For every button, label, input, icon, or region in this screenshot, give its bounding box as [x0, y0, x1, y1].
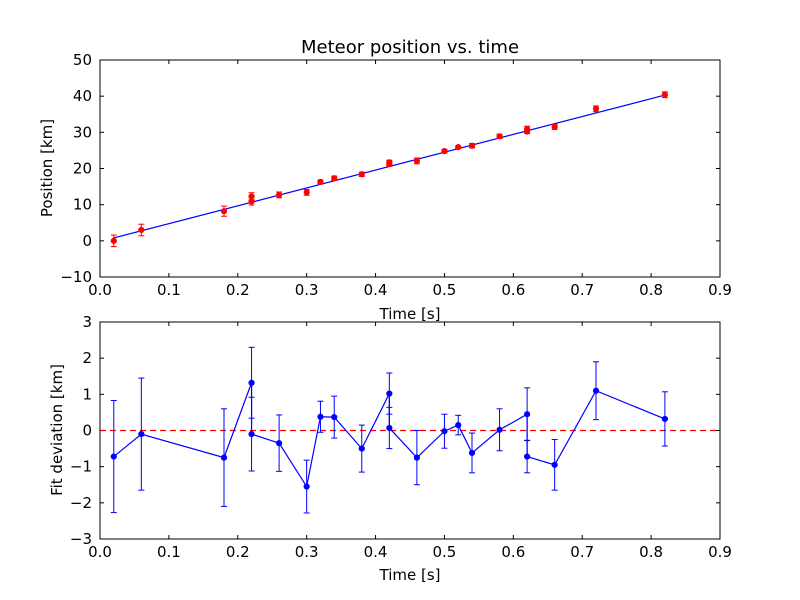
deviation-point: [524, 411, 531, 418]
position-point: [592, 105, 600, 112]
deviation-series-line: [113, 382, 666, 489]
position-point: [220, 208, 228, 215]
position-point: [248, 198, 255, 205]
deviation-plot-y-tick-label: 2: [82, 349, 92, 367]
deviation-plot-y-tick-label: −2: [70, 494, 92, 512]
deviation-plot: Time [s] Fit deviation [km] 0.0 0.1 0.2 0.3…: [48, 313, 732, 584]
deviation-plot-x-tick-label: 0.2: [226, 543, 250, 561]
position-plot-x-tick-label: 0.1: [157, 281, 181, 299]
deviation-point: [248, 431, 255, 438]
position-plot-y-tick-label: 0: [82, 232, 92, 250]
position-point: [661, 91, 668, 98]
position-plot-y-tick-label: 30: [73, 123, 92, 141]
deviation-point: [386, 390, 393, 397]
deviation-plot-y-tick-label: 0: [82, 422, 92, 440]
deviation-point: [317, 413, 324, 420]
deviation-point: [413, 454, 420, 461]
deviation-plot-x-tick-label: 0.8: [639, 543, 663, 561]
deviation-plot-x-tick-label: 0.5: [433, 543, 457, 561]
deviation-plot-x-label: Time [s]: [379, 566, 441, 584]
deviation-plot-x-tick-label: 0.6: [501, 543, 525, 561]
position-point: [441, 148, 448, 155]
deviation-plot-y-label: Fit deviation [km]: [48, 364, 66, 496]
deviation-point: [331, 414, 338, 421]
deviation-plot-x-tick-label: 0.0: [88, 543, 112, 561]
deviation-plot-y-tick-label: 3: [82, 313, 92, 331]
deviation-plot-x-tick-label: 0.9: [708, 543, 732, 561]
position-plot-x-tick-label: 0.2: [226, 281, 250, 299]
deviation-point: [303, 483, 310, 490]
deviation-plot-y-tick-label: −3: [70, 530, 92, 548]
deviation-point: [496, 426, 503, 433]
deviation-plot-x-tick-label: 0.3: [295, 543, 319, 561]
position-plot-x-label: Time [s]: [379, 305, 441, 323]
deviation-plot-y-tick-label: 1: [82, 385, 92, 403]
deviation-point: [551, 461, 558, 468]
position-point: [317, 178, 324, 185]
deviation-plot-x-tick-label: 0.4: [364, 543, 388, 561]
position-point: [524, 128, 531, 135]
position-plot-y-tick-label: 50: [73, 51, 92, 69]
deviation-point: [248, 379, 255, 386]
deviation-point: [276, 440, 283, 447]
deviation-point: [220, 454, 228, 461]
position-point: [455, 144, 462, 151]
deviation-point: [455, 421, 462, 429]
position-plot-y-tick-label: 40: [73, 87, 92, 105]
position-plot-x-tick-label: 0.6: [501, 281, 525, 299]
position-plot-x-tick-label: 0.3: [295, 281, 319, 299]
deviation-plot-y-tick-label: −1: [70, 458, 92, 476]
position-point: [303, 189, 310, 196]
deviation-point: [661, 415, 668, 423]
position-point: [358, 171, 365, 178]
position-point: [496, 133, 503, 140]
deviation-point: [592, 387, 600, 394]
deviation-point: [386, 424, 393, 432]
position-plot-x-tick-label: 0.4: [364, 281, 388, 299]
position-point: [413, 157, 420, 165]
deviation-point: [441, 428, 448, 435]
deviation-point: [138, 431, 145, 438]
deviation-point: [110, 453, 117, 460]
position-point: [138, 226, 145, 234]
position-plot-frame: [99, 59, 721, 278]
position-plot-y-tick-label: 20: [73, 160, 92, 178]
position-point: [331, 175, 338, 182]
position-plot-x-tick-label: 0.0: [88, 281, 112, 299]
position-point: [551, 123, 558, 131]
deviation-point: [358, 445, 365, 452]
position-plot: Meteor position vs. time Time [s] Positi…: [38, 37, 732, 323]
position-plot-title: Meteor position vs. time: [301, 37, 519, 58]
position-plot-y-tick-label: −10: [60, 268, 92, 286]
position-point: [386, 161, 393, 168]
deviation-plot-x-tick-label: 0.1: [157, 543, 181, 561]
position-plot-x-tick-label: 0.8: [639, 281, 663, 299]
deviation-point: [524, 453, 531, 460]
position-plot-y-tick-label: 10: [73, 196, 92, 214]
position-plot-x-tick-label: 0.7: [570, 281, 594, 299]
position-plot-x-tick-label: 0.9: [708, 281, 732, 299]
deviation-point: [468, 449, 476, 457]
position-plot-y-label: Position [km]: [38, 119, 56, 217]
position-point: [110, 237, 117, 244]
deviation-plot-frame: [99, 321, 721, 540]
position-point: [276, 191, 283, 199]
position-plot-x-tick-label: 0.5: [433, 281, 457, 299]
position-point: [468, 142, 476, 149]
deviation-plot-x-tick-label: 0.7: [570, 543, 594, 561]
